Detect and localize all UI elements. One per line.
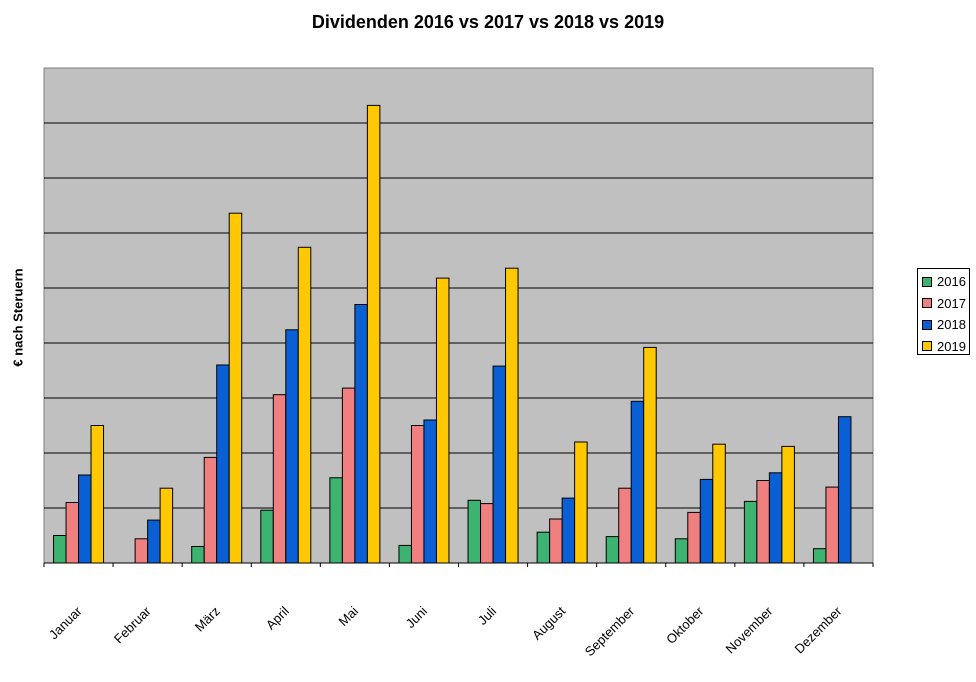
- bar-2018-September: [630, 400, 645, 564]
- bar-2017-Februar: [134, 538, 149, 564]
- plot-area: [43, 67, 874, 564]
- x-tick-label: Januar: [46, 603, 85, 642]
- bar-2016-Oktober: [674, 538, 689, 564]
- bar-2016-Juli: [467, 499, 482, 564]
- bar-2016-April: [260, 509, 274, 564]
- bar-2017-März: [203, 456, 218, 564]
- bar-2019-Oktober: [712, 443, 726, 564]
- bar-2018-Juli: [492, 365, 507, 564]
- bar-2019-September: [643, 346, 657, 564]
- bar-2019-März: [228, 212, 243, 564]
- legend-label: 2019: [937, 338, 966, 354]
- x-tick-labels: Januar Februar März April Mai Juni Juli August S…: [46, 603, 845, 659]
- bar-2016-August: [536, 531, 551, 564]
- x-tick-label: Juli: [475, 603, 499, 627]
- bar-2018-November: [768, 472, 783, 564]
- bar-2019-Februar: [159, 487, 174, 564]
- legend-item-2016: 2016: [922, 271, 969, 293]
- legend-label: 2018: [937, 317, 966, 333]
- axes: [43, 562, 874, 567]
- bar-2019-Mai: [366, 104, 381, 564]
- x-tick-label: Mai: [336, 603, 361, 628]
- legend-label: 2016: [937, 274, 966, 290]
- x-tick-label: März: [192, 604, 223, 635]
- bar-2019-April: [297, 246, 312, 564]
- bar-2018-Juni: [423, 419, 437, 564]
- legend: 2016 2017 2018 2019: [917, 268, 970, 355]
- gridlines: [44, 122, 873, 509]
- legend-item-2018: 2018: [922, 314, 969, 336]
- legend-swatch: [922, 276, 932, 287]
- legend-swatch: [922, 298, 932, 309]
- bar-2019-August: [574, 441, 588, 564]
- x-tick-label: Oktober: [663, 603, 707, 647]
- x-tick-label: Februar: [111, 603, 154, 646]
- bar-2018-August: [561, 497, 576, 564]
- legend-item-2017: 2017: [922, 293, 969, 315]
- bar-2017-Oktober: [687, 511, 701, 564]
- bar-2016-Dezember: [812, 548, 827, 564]
- chart-title: Dividenden 2016 vs 2017 vs 2018 vs 2019: [311, 12, 665, 32]
- bar-2017-Dezember: [825, 486, 839, 564]
- x-tick-label: November: [722, 603, 775, 656]
- bar-2017-November: [756, 480, 770, 564]
- x-tick-label: September: [582, 603, 638, 659]
- bar-2016-November: [743, 500, 758, 564]
- bar-2018-Dezember: [837, 416, 852, 564]
- bar-2018-Januar: [78, 474, 92, 564]
- bar-2018-März: [216, 364, 230, 564]
- legend-swatch: [922, 319, 932, 330]
- legend-label: 2017: [937, 295, 966, 311]
- bar-2016-Januar: [53, 535, 67, 564]
- bar-2017-Juni: [410, 425, 425, 564]
- x-tick-label: Dezember: [792, 603, 845, 656]
- x-tick-label: April: [263, 603, 292, 632]
- bars: [53, 104, 852, 564]
- bar-2019-Juni: [435, 277, 450, 564]
- bar-2017-Juli: [480, 503, 494, 564]
- bar-2017-August: [549, 518, 563, 564]
- x-tick-label: Juni: [403, 603, 431, 631]
- bar-2019-Juli: [505, 267, 519, 564]
- bar-2017-Januar: [65, 502, 80, 564]
- bar-2019-Januar: [90, 425, 105, 564]
- bar-2018-April: [285, 329, 299, 564]
- bar-2018-Mai: [354, 304, 368, 564]
- bar-2016-Mai: [329, 477, 343, 564]
- bar-2016-Juni: [398, 544, 412, 564]
- legend-swatch: [922, 341, 932, 352]
- bar-2016-März: [191, 546, 205, 564]
- bar-2018-Februar: [147, 519, 161, 564]
- bar-2018-Oktober: [699, 478, 714, 564]
- bar-2016-September: [605, 536, 620, 564]
- legend-item-2019: 2019: [922, 336, 969, 358]
- bar-2019-November: [781, 445, 795, 564]
- bar-2017-April: [272, 394, 287, 564]
- bar-2017-September: [618, 487, 632, 564]
- bar-2017-Mai: [341, 387, 356, 564]
- x-tick-label: August: [529, 603, 568, 642]
